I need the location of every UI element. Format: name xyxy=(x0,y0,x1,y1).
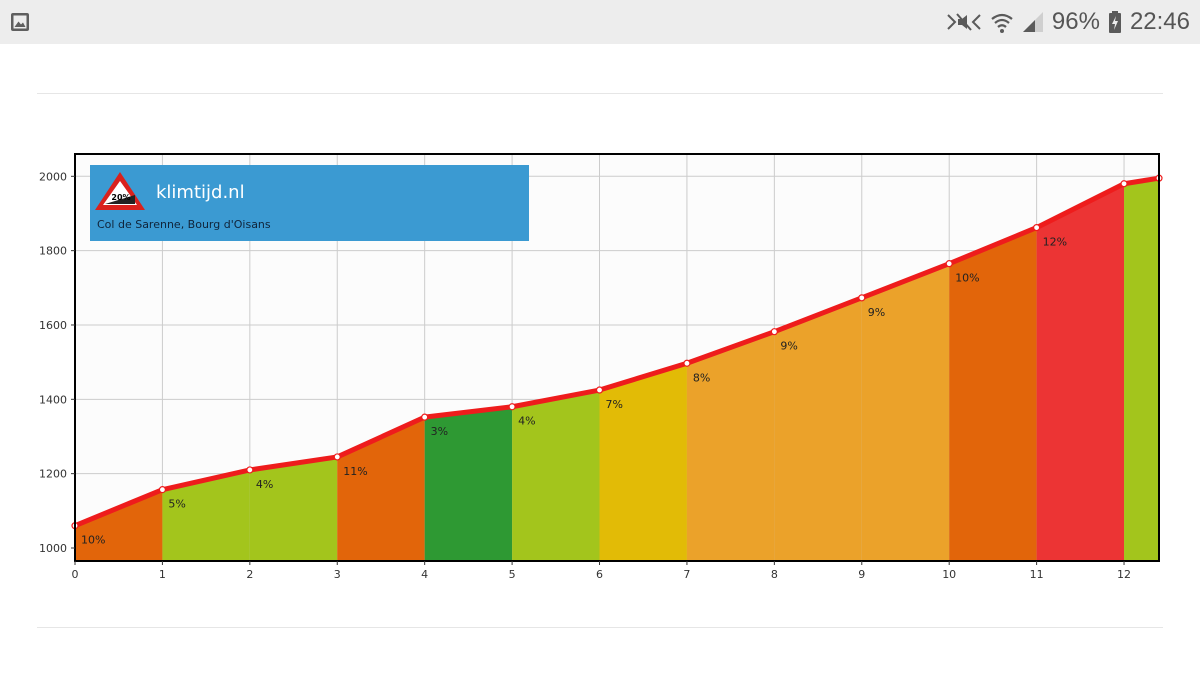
wifi-icon xyxy=(991,13,1013,33)
x-tick-label: 4 xyxy=(421,568,428,581)
gradient-segment xyxy=(249,456,338,561)
segment-gradient-label: 9% xyxy=(780,340,797,353)
y-tick-label: 2000 xyxy=(39,170,67,183)
segment-gradient-label: 3% xyxy=(431,425,448,438)
sign-percentage: 20% xyxy=(111,193,130,202)
mute-icon xyxy=(947,13,981,31)
plot-border xyxy=(74,153,1160,562)
profile-point xyxy=(683,359,691,367)
signal-icon xyxy=(1022,12,1043,32)
battery-charging-icon xyxy=(1108,11,1121,33)
profile-point xyxy=(595,386,604,394)
y-tick-label: 1000 xyxy=(39,542,67,555)
x-tick-label: 10 xyxy=(942,568,956,581)
slope-icon xyxy=(105,195,135,204)
x-tick-label: 12 xyxy=(1117,568,1131,581)
y-tick-label: 1800 xyxy=(39,245,67,258)
divider-bottom xyxy=(37,627,1163,628)
profile-point xyxy=(858,294,866,302)
gradient-segment xyxy=(949,227,1037,561)
x-tick-label: 8 xyxy=(771,568,778,581)
status-bar: 96% 22:46 xyxy=(0,0,1200,44)
segment-gradient-label: 8% xyxy=(693,371,710,384)
clock: 22:46 xyxy=(1129,8,1190,35)
divider-top xyxy=(37,93,1163,94)
x-tick-label: 6 xyxy=(596,568,603,581)
gradient-segment xyxy=(424,406,513,561)
segment-gradient-label: 9% xyxy=(868,306,885,319)
segment-gradient-label: 10% xyxy=(955,272,979,285)
segment-gradient-label: 4% xyxy=(256,478,273,491)
profile-point xyxy=(1033,223,1041,232)
gradient-segment xyxy=(337,417,425,561)
banner-title: klimtijd.nl xyxy=(156,182,245,203)
profile-point xyxy=(246,466,254,474)
x-tick-label: 3 xyxy=(334,568,341,581)
x-tick-label: 5 xyxy=(509,568,516,581)
profile-point xyxy=(945,260,953,268)
segment-gradient-label: 12% xyxy=(1043,236,1067,249)
gradient-segment xyxy=(1036,183,1125,561)
gradient-segment xyxy=(1124,178,1159,561)
gradient-segment xyxy=(774,297,862,561)
profile-point xyxy=(333,453,341,461)
y-tick-label: 1600 xyxy=(39,319,67,332)
x-tick-label: 9 xyxy=(858,568,865,581)
y-tick-label: 1200 xyxy=(39,468,67,481)
gradient-segment xyxy=(75,489,163,561)
profile-point xyxy=(1120,180,1128,188)
segment-gradient-label: 4% xyxy=(518,415,535,428)
gallery-icon[interactable] xyxy=(10,12,30,32)
segment-gradient-label: 5% xyxy=(168,498,185,511)
profile-line xyxy=(72,175,1162,529)
gradient-segment xyxy=(162,469,250,561)
profile-point xyxy=(770,328,778,336)
segment-gradient-label: 11% xyxy=(343,465,367,478)
gradient-segment xyxy=(686,331,775,561)
gradient-segment xyxy=(599,363,687,561)
profile-point xyxy=(421,413,429,421)
battery-percent: 96% xyxy=(1051,8,1100,35)
x-tick-label: 1 xyxy=(159,568,166,581)
x-tick-label: 11 xyxy=(1030,568,1044,581)
profile-point xyxy=(508,403,516,411)
x-tick-label: 2 xyxy=(246,568,253,581)
segment-gradient-label: 10% xyxy=(81,534,105,547)
y-tick-label: 1400 xyxy=(39,393,67,406)
banner-subtitle: Col de Sarenne, Bourg d'Oisans xyxy=(97,218,271,231)
gradient-segment xyxy=(512,390,600,561)
gradient-segment xyxy=(861,263,950,561)
profile-point xyxy=(158,486,167,494)
x-tick-label: 0 xyxy=(72,568,79,581)
segment-gradient-label: 7% xyxy=(606,398,623,411)
logo-banner xyxy=(90,165,529,241)
status-icons: 96% 22:46 xyxy=(946,0,1190,44)
x-tick-label: 7 xyxy=(683,568,690,581)
